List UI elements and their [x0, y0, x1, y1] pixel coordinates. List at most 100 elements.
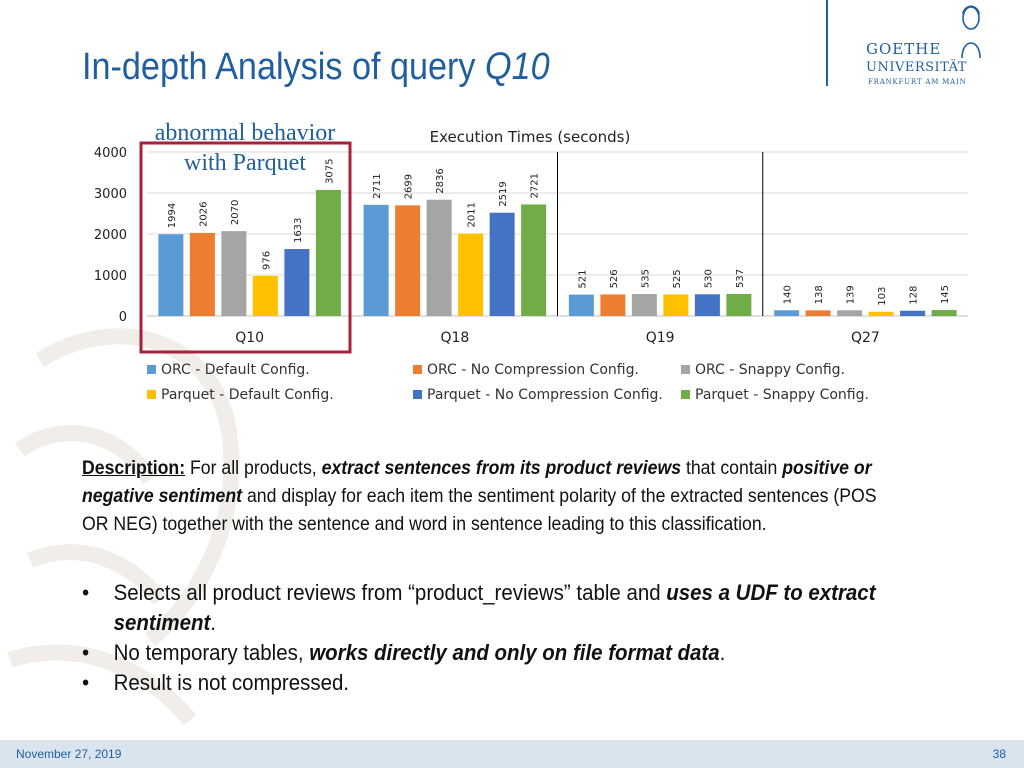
chart-bar	[900, 310, 926, 316]
logo-universitat: UNIVERSITÄT	[866, 60, 967, 75]
bullet-text-end: .	[719, 640, 726, 665]
chart-bar	[694, 294, 720, 316]
data-label: 3075	[324, 158, 335, 183]
legend-swatch	[681, 390, 690, 399]
description-label: Description:	[82, 458, 186, 479]
chart-bar	[774, 310, 800, 316]
bullet-text: Result is not compressed.	[113, 670, 350, 695]
bullet-emphasis: uses a UDF to extract sentiment	[113, 580, 876, 635]
list-item: • Selects all product reviews from “produ…	[82, 578, 900, 638]
bullet-dot: •	[82, 640, 90, 665]
data-label: 1633	[293, 218, 304, 243]
data-label: 138	[814, 285, 825, 304]
data-label: 139	[846, 285, 857, 304]
legend-label: Parquet - Default Config.	[161, 387, 334, 403]
y-tick-label: 0	[119, 310, 127, 325]
page-title: In-depth Analysis of query Q10	[82, 46, 550, 89]
data-label: 526	[609, 269, 620, 288]
chart-bar	[458, 233, 484, 316]
legend-swatch	[413, 390, 422, 399]
description-paragraph: Description: For all products, extract s…	[82, 455, 891, 539]
bullet-text: Selects all product reviews from “produc…	[113, 580, 667, 605]
chart-bar	[489, 212, 515, 316]
page-number: 38	[992, 747, 1006, 761]
legend-swatch	[147, 390, 156, 399]
description-text-1: For all products,	[185, 458, 322, 479]
data-label: 525	[672, 269, 683, 288]
x-tick-label: Q18	[440, 330, 469, 346]
x-tick-label: Q10	[235, 330, 264, 346]
description-emphasis-2: positive or negative sentiment	[82, 458, 872, 507]
x-tick-label: Q19	[646, 330, 675, 346]
annotation-line-1: abnormal behavior	[154, 120, 336, 146]
x-tick-label: Q27	[851, 330, 880, 346]
chart-bar	[521, 204, 547, 316]
execution-times-chart: Execution Times (seconds) 0 1000 2000 3000 40…	[94, 128, 968, 403]
y-tick-label: 2000	[94, 228, 127, 243]
legend-label: Parquet - Snappy Config.	[695, 387, 869, 403]
annotation-line-2: with Parquet	[184, 150, 306, 176]
y-tick-label: 4000	[94, 146, 127, 161]
bullet-list: • Selects all product reviews from “produ…	[82, 578, 900, 698]
legend-label: ORC - Default Config.	[161, 362, 310, 378]
chart-bar	[158, 234, 184, 316]
legend-label: Parquet - No Compression Config.	[427, 387, 663, 403]
data-label: 2070	[230, 200, 241, 225]
chart-bar	[568, 294, 594, 316]
y-tick-label: 3000	[94, 187, 127, 202]
title-main: In-depth Analysis of query	[82, 46, 486, 88]
data-label: 128	[909, 286, 920, 305]
logo-frankfurt: FRANKFURT AM MAIN	[868, 78, 967, 86]
data-label: 2836	[435, 168, 446, 193]
description-emphasis-1: extract sentences from its product revie…	[321, 458, 682, 479]
chart-bar	[221, 231, 247, 316]
logo-divider	[826, 0, 828, 86]
chart-bar	[252, 275, 278, 316]
data-label: 537	[735, 269, 746, 288]
description-text-3: and display for each item the sentiment …	[82, 486, 877, 535]
footer-date: November 27, 2019	[16, 747, 122, 761]
legend-label: ORC - No Compression Config.	[427, 362, 639, 378]
chart-bar	[726, 293, 752, 316]
data-label: 145	[940, 285, 951, 304]
data-label: 103	[877, 287, 888, 306]
title-query: Q10	[485, 46, 550, 88]
y-tick-label: 1000	[94, 269, 127, 284]
chart-bar	[663, 294, 689, 316]
chart-title: Execution Times (seconds)	[430, 128, 631, 146]
data-label: 2519	[498, 181, 509, 206]
goethe-portrait-icon	[961, 5, 981, 59]
data-label: 2011	[467, 202, 478, 227]
data-label: 2699	[404, 174, 415, 199]
chart-bar	[600, 294, 626, 316]
background-portrait-watermark	[7, 328, 240, 726]
chart-bar	[805, 310, 831, 316]
bullet-text-end: .	[210, 610, 216, 635]
chart-bar	[363, 204, 389, 316]
chart-bar	[284, 249, 310, 316]
bullet-text: No temporary tables,	[113, 640, 310, 665]
chart-bar	[868, 311, 894, 316]
chart-bar	[426, 199, 452, 316]
data-label: 976	[261, 251, 272, 270]
data-label: 2026	[198, 201, 209, 226]
data-label: 140	[783, 285, 794, 304]
bullet-dot: •	[82, 670, 90, 695]
description-text-2: that contain	[681, 458, 783, 479]
list-item: • No temporary tables, works directly and…	[82, 638, 900, 668]
legend-label: ORC - Snappy Config.	[695, 362, 845, 378]
data-label: 530	[703, 269, 714, 288]
footer-bar: November 27, 2019 38	[0, 740, 1024, 768]
chart-bar	[189, 232, 215, 316]
list-item: • Result is not compressed.	[82, 668, 900, 698]
legend-swatch	[413, 365, 422, 374]
highlight-box	[139, 141, 352, 354]
university-logo: GOETHE UNIVERSITÄT FRANKFURT AM MAIN	[862, 0, 992, 90]
legend-swatch	[681, 365, 690, 374]
chart-bar	[631, 294, 657, 316]
data-label: 1994	[167, 203, 178, 228]
legend-swatch	[147, 365, 156, 374]
chart-bar	[315, 189, 341, 316]
data-label: 521	[577, 270, 588, 289]
abnormal-behavior-annotation: abnormal behavior with Parquet	[120, 118, 370, 178]
